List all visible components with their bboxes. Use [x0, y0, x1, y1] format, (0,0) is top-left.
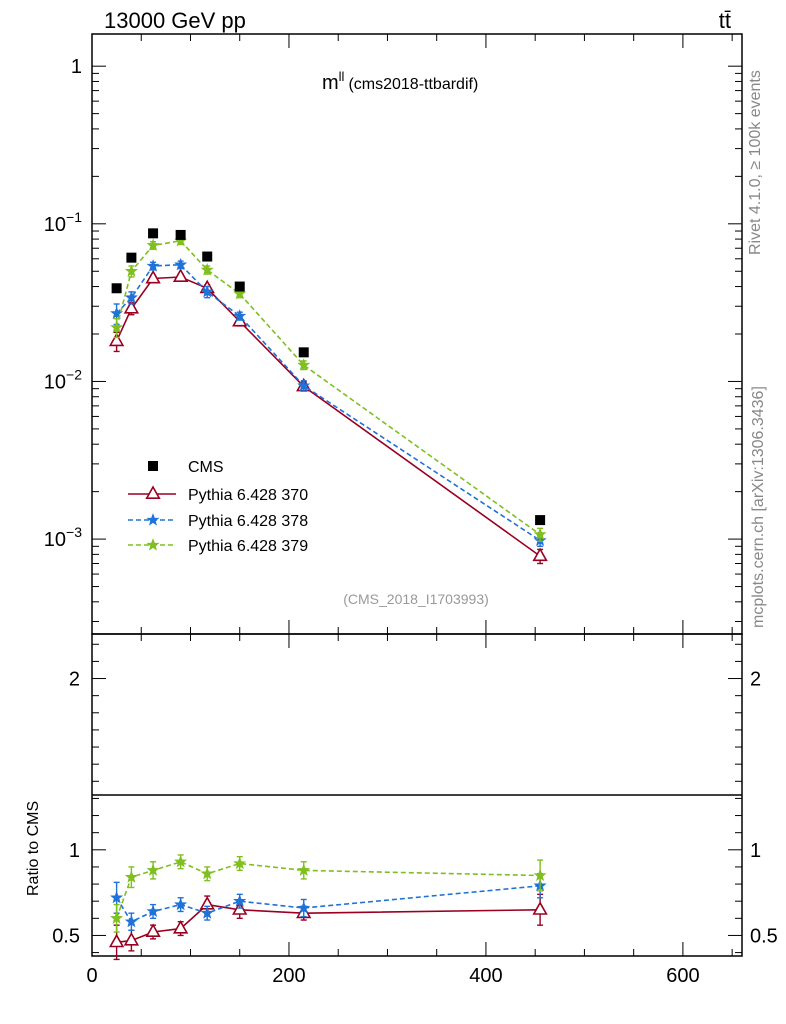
main-series-3-point: [124, 264, 138, 277]
ratio-series-2-point: [174, 897, 188, 911]
main-series-3-point: [233, 286, 247, 300]
main-series-3-line: [115, 239, 541, 536]
ratio-series-1-point: [145, 923, 161, 938]
cms-data-point: [202, 251, 213, 262]
cms-data-point: [535, 515, 546, 526]
ratio-x-tick-label: 400: [469, 965, 502, 987]
cms-data-point: [298, 347, 309, 358]
analysis-watermark: (CMS_2018_I1703993): [343, 591, 489, 607]
ratio-series-1-point: [123, 931, 140, 946]
ratio-series-3-point: [297, 863, 311, 876]
series-layer: [108, 228, 548, 961]
main-series-2-line: [116, 263, 541, 542]
ratio-series-1-point: [172, 919, 189, 934]
ratio-x-tick-label: 600: [666, 965, 699, 987]
cms-data-point: [234, 281, 245, 292]
energy-label: 13000 GeV pp: [104, 8, 246, 33]
main-series-1-point: [123, 299, 140, 314]
ratio-y-tick-label-left: 1: [69, 840, 80, 862]
mcplots-label: mcplots.cern.ch [arXiv:1306.3436]: [750, 386, 767, 628]
main-y-tick-label: 1: [71, 56, 82, 78]
cms-data-point: [175, 229, 186, 240]
cms-data-point: [148, 228, 159, 239]
main-series-2-point: [297, 378, 311, 392]
ratio-series-1-point: [532, 901, 548, 915]
main-series-2-point: [200, 285, 214, 298]
legend-series-1-label: Pythia 6.428 370: [188, 487, 308, 504]
ratio-ylabel: Ratio to CMS: [25, 801, 42, 896]
main-series-3-point: [200, 263, 214, 276]
ratio-y-tick-label-right: 0.5: [750, 925, 778, 947]
ratio-series-3-point: [146, 863, 160, 876]
ratio-y-tick-label-right: 1: [750, 840, 761, 862]
ratio-x-tick-label: 200: [272, 965, 305, 987]
ratio-series-2-point: [146, 904, 160, 917]
legend-series-3-label: Pythia 6.428 379: [188, 538, 308, 555]
ratio-series-1-point: [108, 933, 125, 948]
ratio-series-3-point: [233, 856, 247, 870]
main-y-tick-label: 10−1: [44, 209, 82, 236]
main-series-1-line: [115, 276, 541, 557]
ratio-series-2-point: [124, 914, 138, 928]
cms-data-point: [111, 283, 122, 294]
legend-series-1-marker: [145, 485, 161, 500]
ratio-series-3-point: [174, 854, 188, 868]
main-title: mll (cms2018-ttbardif): [322, 69, 478, 94]
ratio-series-3-point: [533, 868, 547, 882]
ratio-series-2-point: [297, 901, 311, 914]
ratio-x-tick-label: 0: [86, 965, 97, 987]
ratio-series-3-point: [124, 870, 138, 883]
main-y-tick-label: 10−2: [44, 366, 82, 393]
ratio-series-2-point: [233, 894, 247, 907]
main-series-3-point: [297, 358, 311, 371]
main-y-tick-label: 10−3: [44, 524, 82, 551]
legend-series-3-marker: [146, 538, 160, 551]
main-series-2-point: [146, 259, 160, 272]
legend: CMS Pythia 6.428 370 Pythia 6.428 378 Pythi…: [128, 459, 308, 555]
main-series-1-point: [172, 268, 189, 283]
main-series-2-point: [124, 290, 138, 304]
ratio-y-tick-label-left: 2: [69, 669, 80, 691]
ratio-series-3-line: [115, 860, 541, 919]
main-series-1-point: [108, 332, 125, 347]
main-series-1-point: [532, 547, 548, 562]
main-series-2-point: [233, 309, 247, 322]
legend-series-2-label: Pythia 6.428 378: [188, 513, 308, 530]
rivet-version-label: Rivet 4.1.0, ≥ 100k events: [747, 70, 764, 255]
main-series-3-point: [533, 527, 547, 540]
ratio-series-3-point: [200, 866, 214, 880]
ratio-series-2-point: [110, 890, 124, 904]
main-series-1-point: [145, 269, 161, 284]
ratio-series-2-point: [200, 906, 214, 919]
process-label: tt̄: [719, 8, 731, 33]
legend-series-2-marker: [146, 513, 160, 526]
legend-cms-marker: [148, 461, 158, 471]
main-series-3-point: [146, 238, 160, 251]
legend-cms-label: CMS: [188, 459, 224, 476]
axes-layer: 1 10−1 10−2 10−3 0 200 400 600 0.5 0.5 1 1 2 2: [44, 34, 778, 987]
main-series-2-point: [174, 257, 188, 271]
main-series-3-point: [110, 320, 124, 333]
ratio-series-3-point: [110, 911, 124, 924]
ratio-y-tick-label-left: 0.5: [52, 925, 80, 947]
cms-data-point: [126, 252, 137, 263]
ratio-y-tick-label-right: 2: [750, 669, 761, 691]
